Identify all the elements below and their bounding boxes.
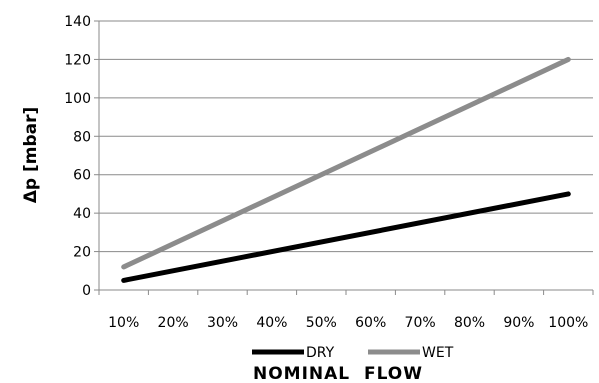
y-tick-label: 140 xyxy=(64,14,91,30)
tick-labels: 0 20 40 60 80 100 120 140 10% 20% 30% 40% 50% 60% 70% 8… xyxy=(64,14,588,331)
x-tick-label: 50% xyxy=(306,315,337,331)
x-tick-label: 80% xyxy=(454,315,485,331)
x-tick-label: 40% xyxy=(256,315,287,331)
x-tick-label: 90% xyxy=(503,315,534,331)
x-tick-label: 10% xyxy=(108,315,139,331)
series-line-wet xyxy=(121,56,571,270)
y-tick-label: 100 xyxy=(64,91,91,107)
series-line-dry xyxy=(121,191,571,283)
y-tick-label: 60 xyxy=(73,168,91,184)
y-axis-title: Δp [mbar] xyxy=(21,107,41,204)
series-lines xyxy=(121,56,571,283)
y-tick-label: 40 xyxy=(73,206,91,222)
gridlines xyxy=(99,20,593,253)
legend: DRY WET xyxy=(252,345,454,361)
x-tick-label: 20% xyxy=(158,315,189,331)
y-tick-label: 20 xyxy=(73,245,91,261)
x-axis-title: NOMINAL FLOW xyxy=(253,364,423,383)
y-tick-label: 120 xyxy=(64,52,91,68)
y-tick-label: 80 xyxy=(73,129,91,145)
legend-label-wet: WET xyxy=(422,345,454,361)
x-tick-label: 100% xyxy=(548,315,588,331)
y-tick-label: 0 xyxy=(82,283,91,299)
x-tick-label: 30% xyxy=(207,315,238,331)
x-tick-label: 70% xyxy=(405,315,436,331)
legend-label-dry: DRY xyxy=(306,345,335,361)
x-tick-label: 60% xyxy=(355,315,386,331)
axes xyxy=(94,20,594,295)
